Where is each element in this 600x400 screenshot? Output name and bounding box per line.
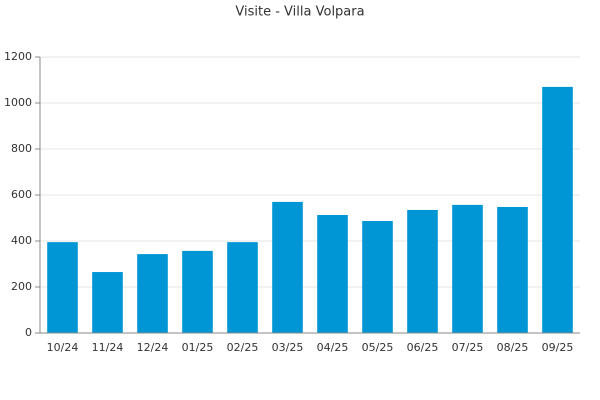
x-tick-label: 10/24 — [47, 341, 79, 354]
y-tick-label: 200 — [11, 280, 32, 293]
x-tick-label: 08/25 — [497, 341, 529, 354]
x-tick-label: 09/25 — [542, 341, 574, 354]
x-tick-label: 03/25 — [272, 341, 304, 354]
bar — [47, 242, 78, 333]
x-tick-label: 12/24 — [137, 341, 169, 354]
y-tick-label: 400 — [11, 234, 32, 247]
x-tick-label: 02/25 — [227, 341, 259, 354]
bar — [497, 206, 528, 333]
bar — [227, 242, 258, 333]
x-tick-label: 06/25 — [407, 341, 439, 354]
y-tick-label: 0 — [25, 326, 32, 339]
bar — [92, 272, 123, 333]
bar — [452, 204, 483, 333]
bar — [182, 250, 213, 333]
bar — [407, 209, 438, 333]
bar — [137, 254, 168, 333]
bar — [362, 220, 393, 333]
bar — [317, 215, 348, 333]
chart-title: Visite - Villa Volpara — [235, 5, 364, 20]
y-tick-label: 1200 — [4, 50, 32, 63]
x-tick-label: 07/25 — [452, 341, 484, 354]
y-tick-label: 1000 — [4, 96, 32, 109]
x-tick-label: 04/25 — [317, 341, 349, 354]
bar — [272, 201, 303, 333]
y-tick-label: 800 — [11, 142, 32, 155]
x-tick-label: 05/25 — [362, 341, 394, 354]
x-tick-label: 11/24 — [92, 341, 124, 354]
x-tick-label: 01/25 — [182, 341, 214, 354]
y-tick-label: 600 — [11, 188, 32, 201]
bar — [542, 86, 573, 334]
